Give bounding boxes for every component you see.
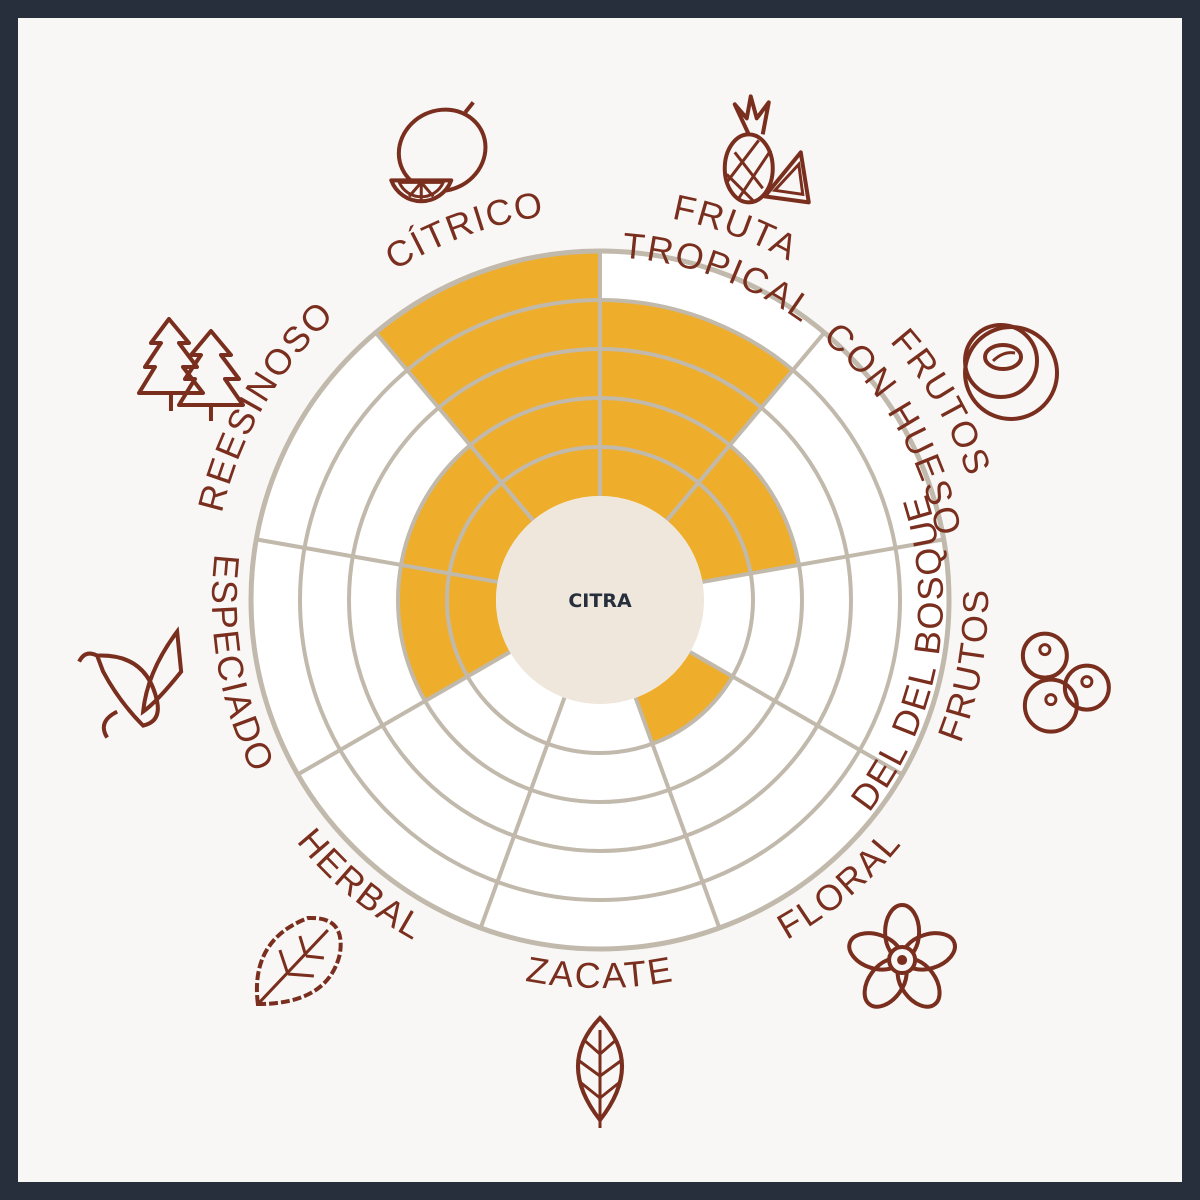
grid-spoke bbox=[255, 537, 498, 584]
chili-pepper-icon bbox=[77, 626, 184, 739]
chart-title: CITRA bbox=[568, 590, 632, 612]
grid-spoke bbox=[665, 331, 826, 522]
leaf-icon bbox=[576, 1015, 624, 1128]
center-disc bbox=[496, 496, 704, 704]
grid-spoke bbox=[702, 537, 945, 584]
value-sector-frutos-con-hueso bbox=[666, 445, 799, 582]
grid-spoke bbox=[296, 650, 511, 777]
aroma-card: CITRA FRUTA TROPICAL FRUTOS CON HUESO FRUTOS… bbox=[18, 18, 1182, 1182]
herb-leaf-icon bbox=[254, 916, 343, 1007]
value-sector-floral bbox=[635, 652, 733, 744]
flower-icon bbox=[847, 903, 957, 1009]
grid-spoke bbox=[478, 697, 567, 929]
grid-spoke bbox=[689, 650, 904, 777]
category-label: ZACATE bbox=[523, 948, 676, 996]
pineapple-watermelon-icon bbox=[722, 94, 811, 205]
pine-trees-icon bbox=[136, 317, 245, 421]
value-sector-cítrico bbox=[375, 251, 600, 521]
lemon-icon bbox=[389, 101, 488, 204]
grid-spoke bbox=[374, 331, 535, 522]
berries-icon bbox=[1020, 631, 1111, 734]
grid-spoke bbox=[633, 697, 722, 929]
peach-icon bbox=[963, 323, 1060, 421]
value-sector-reesinoso bbox=[401, 445, 534, 582]
